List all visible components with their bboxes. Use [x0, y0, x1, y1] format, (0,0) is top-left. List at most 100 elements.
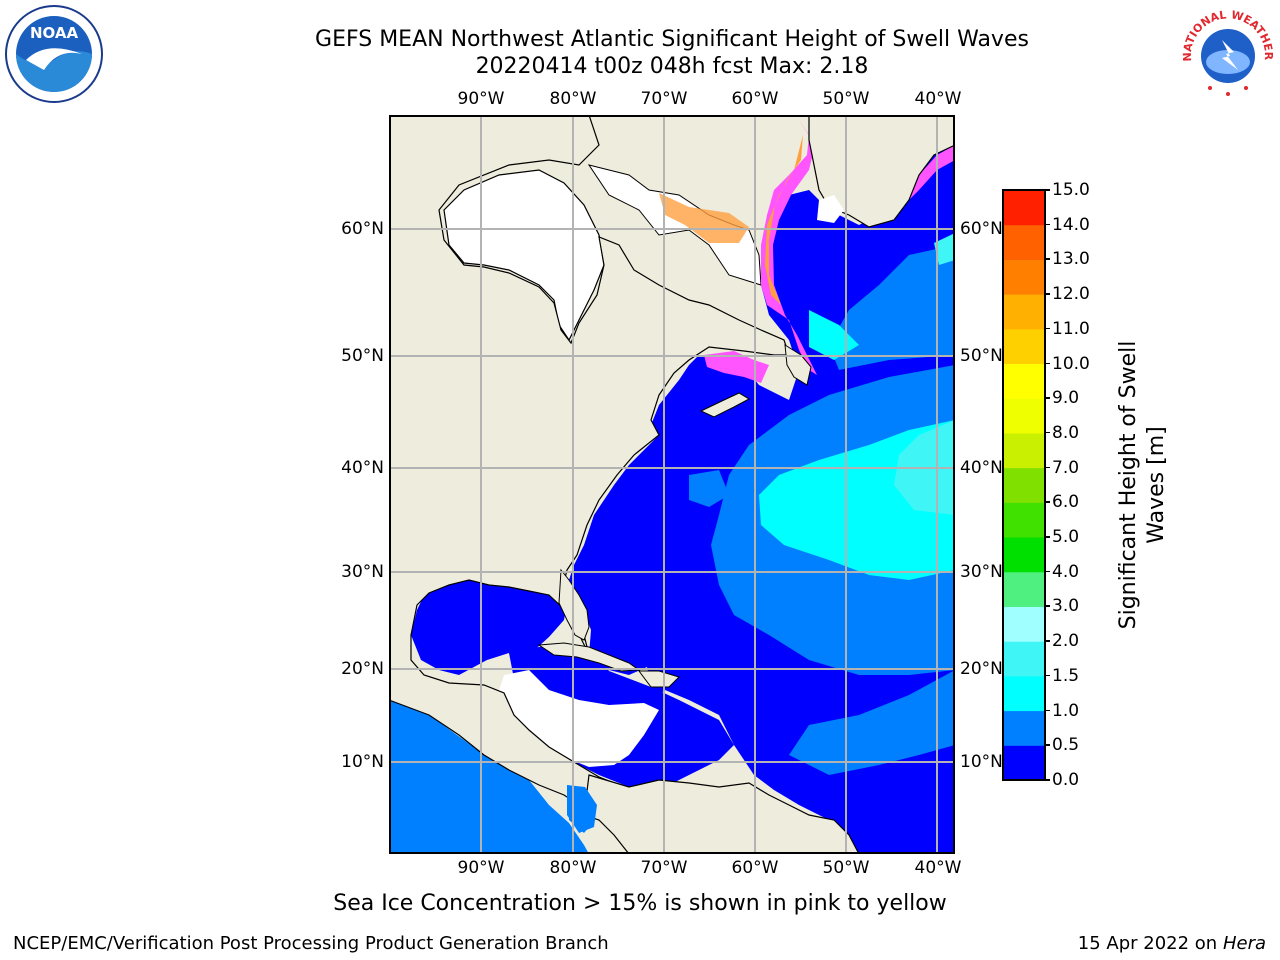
lat-label-left: 60°N — [341, 219, 384, 239]
colorbar-segment — [1003, 467, 1044, 503]
colorbar-tick-mark — [1045, 570, 1050, 573]
colorbar — [1002, 189, 1046, 781]
colorbar-tick-label: 6.0 — [1052, 492, 1080, 513]
graticule — [389, 115, 955, 854]
colorbar-tick-mark — [1045, 362, 1050, 365]
colorbar-tick-mark — [1045, 779, 1050, 781]
colorbar-segment — [1003, 606, 1044, 642]
colorbar-tick-label: 4.0 — [1052, 561, 1080, 582]
map-frame — [389, 115, 955, 854]
colorbar-title: Significant Height of Swell Waves [m] — [1116, 340, 1169, 630]
south-america-land — [583, 774, 860, 854]
gulf-of-mexico-region — [411, 570, 567, 675]
sea-ice-note: Sea Ice Concentration > 15% is shown in … — [333, 891, 947, 916]
lat-label-left: 10°N — [341, 752, 384, 772]
colorbar-tick-label: 13.0 — [1052, 249, 1090, 270]
lat-label-left: 30°N — [341, 562, 384, 582]
lon-label-top: 70°W — [640, 89, 688, 109]
colorbar-tick-label: 0.0 — [1052, 770, 1080, 790]
colorbar-tick-mark — [1045, 189, 1050, 191]
colorbar-tick-mark — [1045, 397, 1050, 399]
colorbar-frame — [1002, 189, 1046, 781]
nova-scotia-land — [699, 392, 751, 418]
map-subtitle-run-info: 20220414 t00z 048h fcst Max: 2.18 — [475, 54, 869, 79]
lat-label-right: 10°N — [960, 752, 1003, 772]
colorbar-tick-mark — [1045, 223, 1050, 226]
lon-label-bottom: 80°W — [549, 858, 597, 878]
colorbar-tick-mark — [1045, 327, 1050, 330]
gulf-st-lawrence-ice — [704, 351, 769, 383]
noaa-logo: NOAA — [5, 5, 103, 103]
lat-label-left: 20°N — [341, 659, 384, 679]
labrador-sea-ice-orange — [765, 135, 803, 305]
colorbar-tick-label: 2.0 — [1052, 631, 1080, 652]
colorbar-tick-mark — [1045, 258, 1050, 260]
lat-label-left: 50°N — [341, 346, 384, 366]
lake-maracaibo-region — [567, 785, 597, 833]
colorbar-tick-label: 11.0 — [1052, 318, 1090, 339]
colorbar-tick-label: 15.0 — [1052, 180, 1090, 200]
colorbar-tick-mark — [1045, 536, 1050, 538]
lon-label-top: 90°W — [457, 89, 505, 109]
colorbar-tick-mark — [1045, 640, 1050, 642]
lat-label-right: 60°N — [960, 219, 1003, 239]
lat-label-left: 40°N — [341, 458, 384, 478]
north-america-land — [389, 115, 790, 806]
colorbar-segment — [1003, 328, 1044, 365]
lat-label-right: 40°N — [960, 458, 1003, 478]
colorbar-segment — [1003, 432, 1044, 469]
colorbar-segment — [1003, 259, 1044, 295]
lat-label-right: 50°N — [960, 346, 1003, 366]
greenland-coast-ice — [909, 145, 955, 200]
footer-host: Hera — [1222, 933, 1266, 954]
colorbar-tick-mark — [1045, 431, 1050, 434]
noaa-logo-text: NOAA — [30, 24, 79, 42]
colorbar-tick-label: 3.0 — [1052, 596, 1080, 617]
footer-credit: NCEP/EMC/Verification Post Processing Pr… — [13, 933, 609, 954]
map-title: GEFS MEAN Northwest Atlantic Significant… — [315, 27, 1029, 52]
lon-label-top: 50°W — [822, 89, 870, 109]
swell-band-0-5-to-1-south — [789, 670, 955, 775]
lon-label-bottom: 60°W — [731, 858, 779, 878]
colorbar-segment — [1003, 641, 1044, 677]
colorbar-tick-label: 9.0 — [1052, 388, 1080, 409]
colorbar-segment — [1003, 745, 1044, 781]
pacific-ocean-region — [389, 700, 589, 854]
colorbar-segment — [1003, 224, 1044, 260]
colorbar-tick-label: 1.0 — [1052, 700, 1080, 721]
colorbar-tick-label: 12.0 — [1052, 284, 1090, 305]
nws-logo: NATIONAL WEATHER SERVICE — [1178, 4, 1276, 102]
lon-label-bottom: 90°W — [457, 858, 505, 878]
lon-label-bottom: 50°W — [822, 858, 870, 878]
swell-band-0-5-to-1-coast — [689, 470, 729, 507]
hudson-strait-ice — [659, 193, 749, 243]
lon-label-top: 60°W — [731, 89, 779, 109]
lon-label-top: 80°W — [549, 89, 597, 109]
swell-height-map — [389, 115, 955, 854]
hispaniola-land — [638, 670, 680, 688]
footer-date: 15 Apr 2022 on Hera — [1078, 933, 1266, 954]
colorbar-segment — [1003, 502, 1044, 538]
footer-date-text: 15 Apr 2022 on — [1077, 933, 1223, 954]
colorbar-tick-label: 8.0 — [1052, 422, 1080, 443]
colorbar-tick-label: 5.0 — [1052, 527, 1080, 548]
colorbar-segment — [1003, 294, 1044, 330]
central-america-masked — [494, 670, 659, 767]
colorbar-tick-mark — [1045, 293, 1050, 295]
colorbar-segment — [1003, 571, 1044, 607]
colorbar-tick-label: 0.5 — [1052, 735, 1080, 756]
colorbar-tick-mark — [1045, 605, 1050, 607]
colorbar-segment — [1003, 363, 1044, 399]
lat-label-right: 30°N — [960, 562, 1003, 582]
colorbar-tick-mark — [1045, 709, 1050, 712]
colorbar-tick-label: 1.5 — [1052, 665, 1080, 686]
hudson-bay-ice — [443, 169, 605, 342]
swell-band-1-5-to-2-north — [934, 233, 955, 265]
colorbar-tick-mark — [1045, 466, 1050, 469]
greenland-white-ice — [817, 195, 844, 223]
colorbar-segment — [1003, 675, 1044, 712]
colorbar-tick-label: 14.0 — [1052, 214, 1090, 235]
colorbar-tick-mark — [1045, 501, 1050, 503]
colorbar-tick-label: 10.0 — [1052, 353, 1090, 374]
colorbar-tick-label: 7.0 — [1052, 457, 1080, 478]
